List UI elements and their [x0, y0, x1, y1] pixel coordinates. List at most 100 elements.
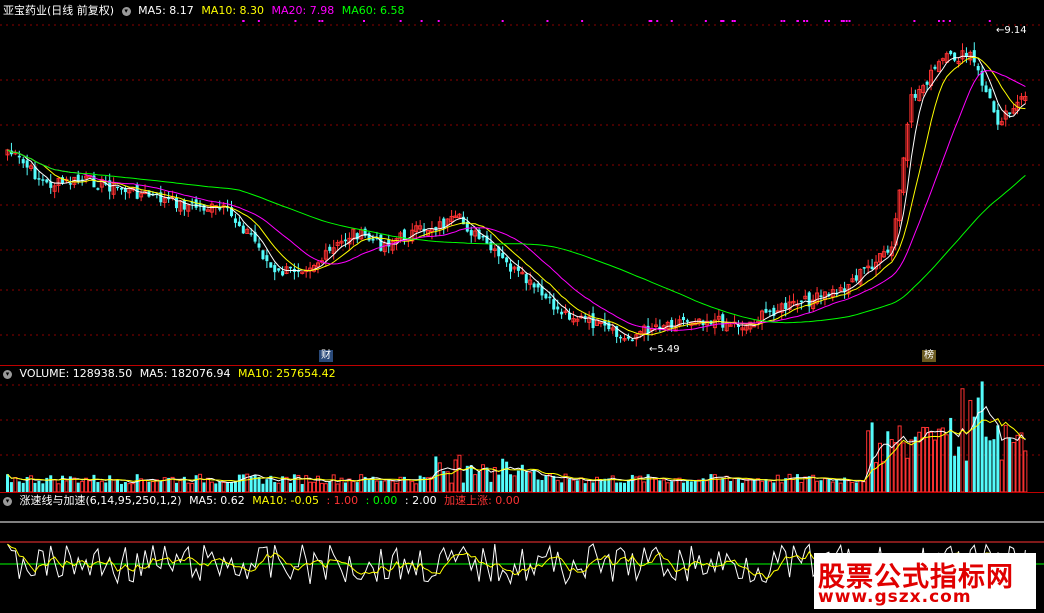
candle-body	[461, 216, 465, 225]
volume-bar	[764, 479, 768, 492]
candle-body	[681, 316, 685, 321]
candle-body	[465, 221, 469, 232]
signal-dot	[827, 20, 830, 22]
volume-bar	[68, 476, 72, 492]
candle-body	[858, 268, 863, 285]
signal-dot	[731, 20, 734, 22]
volume-bar	[230, 482, 234, 492]
candle-body	[241, 225, 245, 234]
volume-bar	[949, 417, 953, 492]
volume-bar	[623, 482, 627, 492]
signal-dot	[257, 20, 260, 22]
volume-bar	[897, 425, 902, 492]
volume-bar	[509, 474, 513, 492]
volume-bar	[976, 397, 980, 492]
ind-line1-readout: : 1.00	[326, 494, 359, 507]
signal-dot	[321, 20, 324, 22]
volume-bar	[1008, 438, 1012, 492]
volume-bar	[886, 431, 890, 492]
candle-body	[964, 52, 968, 57]
volume-bar	[367, 479, 371, 492]
candle-body	[598, 321, 603, 324]
volume-bar	[599, 480, 603, 492]
candle-body	[492, 248, 497, 251]
candle-body	[253, 232, 257, 242]
volume-bar	[382, 480, 387, 492]
candle-body	[230, 207, 234, 217]
ma20-readout: MA20: 7.98	[271, 4, 335, 17]
ma5-readout: MA5: 8.17	[138, 4, 194, 17]
volume-bar	[791, 479, 796, 492]
volume-bar	[877, 442, 882, 492]
volume-bar	[996, 425, 1000, 492]
candle-body	[921, 85, 926, 94]
watermark-logo: 股票公式指标网 www.gszx.com	[814, 553, 1036, 609]
volume-bar	[21, 482, 25, 492]
volume-bar	[701, 478, 705, 492]
candle-body	[151, 193, 155, 196]
volume-chart[interactable]	[0, 365, 1044, 492]
signal-dot	[803, 20, 806, 22]
volume-bar	[49, 475, 53, 492]
volume-bar	[359, 474, 364, 492]
volume-bar	[862, 481, 867, 492]
candle-body	[457, 213, 462, 219]
volume-bar	[170, 476, 175, 492]
volume-bar	[905, 457, 910, 492]
volume-bar	[555, 479, 560, 492]
volume-bar	[677, 477, 682, 492]
ma60-readout: MA60: 6.58	[341, 4, 405, 17]
volume-bar	[45, 477, 49, 492]
volume-bar	[202, 482, 206, 492]
volume-bar	[261, 483, 265, 492]
volume-bar	[819, 480, 823, 492]
collapse-icon[interactable]: ▾	[3, 497, 12, 506]
signal-dot	[581, 20, 584, 22]
candle-body	[76, 174, 80, 182]
volume-bar	[772, 482, 776, 492]
volume-bar	[398, 476, 403, 492]
volume-bar	[485, 467, 489, 492]
candle-body	[489, 241, 493, 251]
candle-body	[390, 241, 395, 251]
volume-bar	[583, 483, 587, 492]
candle-body	[473, 230, 478, 237]
volume-bar	[501, 458, 505, 492]
volume-bar	[174, 482, 178, 492]
candle-body	[854, 275, 858, 281]
volume-bar	[214, 483, 218, 492]
ranking-marker[interactable]: 榜	[922, 350, 936, 362]
volume-bar	[980, 381, 984, 492]
collapse-icon[interactable]: ▾	[121, 7, 131, 16]
volume-bar	[563, 473, 568, 492]
candle-body	[940, 58, 945, 61]
volume-bar	[9, 482, 13, 492]
volume-bar	[265, 479, 269, 492]
volume-panel[interactable]: ▾ VOLUME: 128938.50 MA5: 182076.94 MA10:…	[0, 365, 1044, 492]
finance-marker[interactable]: 财	[319, 350, 333, 362]
candle-body	[379, 234, 383, 251]
volume-bar	[418, 475, 422, 492]
candle-body	[269, 262, 273, 268]
signal-dot	[318, 20, 321, 22]
signal-dot	[294, 20, 297, 22]
indicator-panel[interactable]: ▾ 涨速线与加速(6,14,95,250,1,2) MA5: 0.62 MA10…	[0, 492, 1044, 613]
candle-body	[186, 204, 191, 212]
candle-body	[1008, 112, 1012, 115]
candle-body	[560, 311, 564, 315]
signal-dot	[948, 20, 951, 22]
volume-bar	[445, 471, 450, 492]
collapse-icon[interactable]: ▾	[3, 370, 12, 379]
candle-body	[371, 238, 375, 241]
volume-bar	[276, 482, 281, 492]
volume-bar	[469, 465, 473, 492]
candlestick-chart[interactable]: ←9.14 ←5.49	[0, 0, 1044, 365]
price-panel[interactable]: ←9.14 ←5.49 亚宝药业(日线 前复权) ▾ MA5: 8.17 MA10…	[0, 0, 1044, 365]
volume-bar	[17, 481, 21, 492]
candle-body	[988, 88, 992, 99]
signal-dot	[937, 20, 940, 22]
candle-body	[953, 52, 957, 61]
volume-bar	[1019, 432, 1024, 492]
volume-bar	[99, 480, 104, 492]
volume-bar	[532, 469, 536, 492]
